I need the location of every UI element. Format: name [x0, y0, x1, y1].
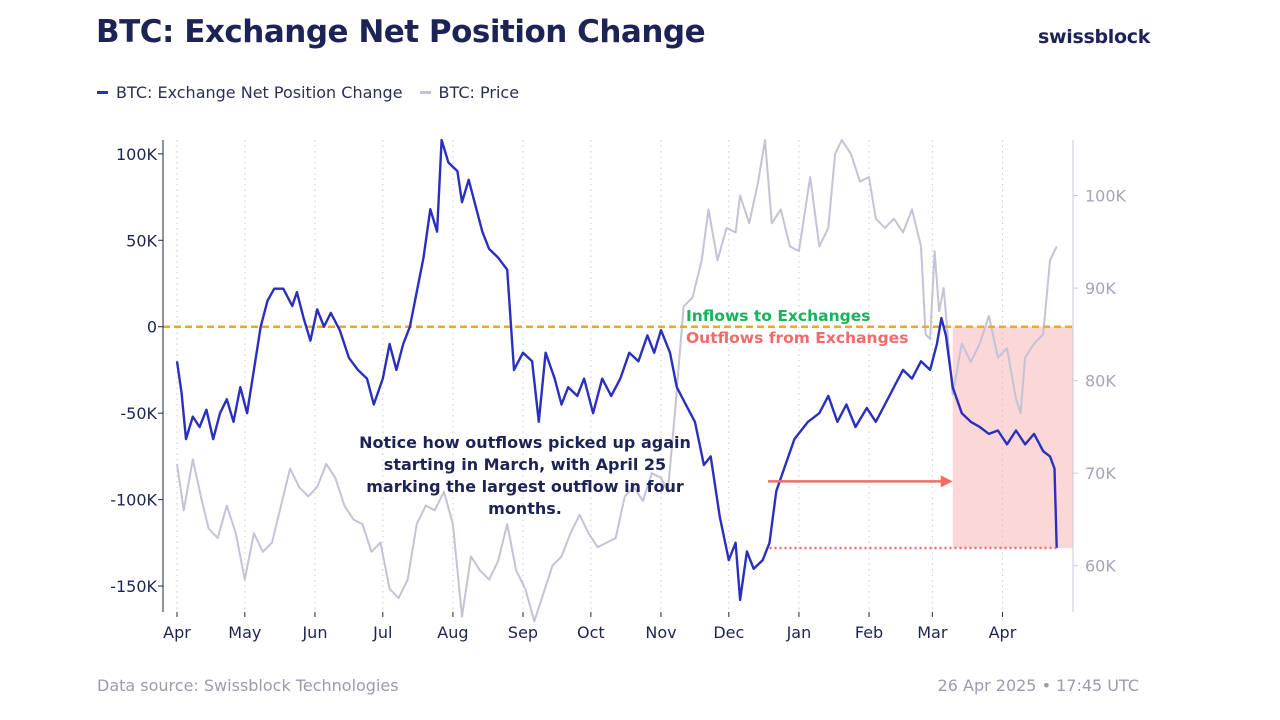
- x-tick-label: Apr: [163, 623, 191, 642]
- right-tick-label: 90K: [1085, 279, 1116, 298]
- right-tick-label: 60K: [1085, 557, 1116, 576]
- axes: Apr May Jun Jul Aug Sep Oct Nov Dec Jan Feb Mar Apr 1…: [110, 140, 1127, 642]
- x-tick-label: Dec: [713, 623, 744, 642]
- chart-legend: BTC: Exchange Net Position Change BTC: P…: [97, 83, 536, 102]
- net-position-line: [175, 138, 1058, 602]
- chart-title: BTC: Exchange Net Position Change: [96, 14, 706, 50]
- legend-item-price: BTC: Price: [419, 83, 520, 102]
- legend-swatch-net-position: [97, 91, 108, 94]
- x-tick-label: Oct: [577, 623, 605, 642]
- timestamp: 26 Apr 2025 • 17:45 UTC: [937, 676, 1139, 695]
- annotation-marks: [767, 475, 1057, 550]
- legend-item-net-position: BTC: Exchange Net Position Change: [97, 83, 403, 102]
- inflows-label: Inflows to Exchanges: [686, 307, 871, 325]
- x-tick-label: Nov: [645, 623, 676, 642]
- brand-logo: swissblock: [1038, 26, 1151, 48]
- x-tick-label: Aug: [437, 623, 468, 642]
- x-tick-label: May: [228, 623, 261, 642]
- legend-swatch-price: [419, 91, 431, 94]
- legend-label-price: BTC: Price: [438, 83, 520, 102]
- x-tick-label: Feb: [855, 623, 883, 642]
- right-tick-label: 100K: [1085, 187, 1127, 206]
- left-tick-label: -50K: [120, 404, 157, 423]
- gridlines: [176, 140, 1003, 612]
- right-tick-label: 80K: [1085, 372, 1116, 391]
- outflows-label: Outflows from Exchanges: [686, 329, 909, 347]
- left-tick-label: -150K: [110, 577, 157, 596]
- x-tick-label: Jun: [301, 623, 327, 642]
- x-tick-label: Sep: [508, 623, 538, 642]
- left-tick-label: -100K: [110, 491, 157, 510]
- net-position-series: [175, 138, 1058, 602]
- left-tick-label: 100K: [116, 145, 158, 164]
- x-tick-label: Apr: [989, 623, 1017, 642]
- left-tick-label: 0: [147, 318, 157, 337]
- x-tick-label: Mar: [917, 623, 948, 642]
- price-line: [176, 139, 1058, 623]
- x-tick-label: Jan: [786, 623, 812, 642]
- annotation-note: Notice how outflows picked up again star…: [359, 433, 691, 518]
- right-tick-label: 70K: [1085, 464, 1116, 483]
- data-source: Data source: Swissblock Technologies: [97, 676, 399, 695]
- annotation-arrow-head: [940, 475, 953, 488]
- legend-label-net-position: BTC: Exchange Net Position Change: [116, 83, 403, 102]
- price-series: [176, 139, 1058, 623]
- left-tick-label: 50K: [126, 231, 157, 250]
- x-tick-label: Jul: [372, 623, 392, 642]
